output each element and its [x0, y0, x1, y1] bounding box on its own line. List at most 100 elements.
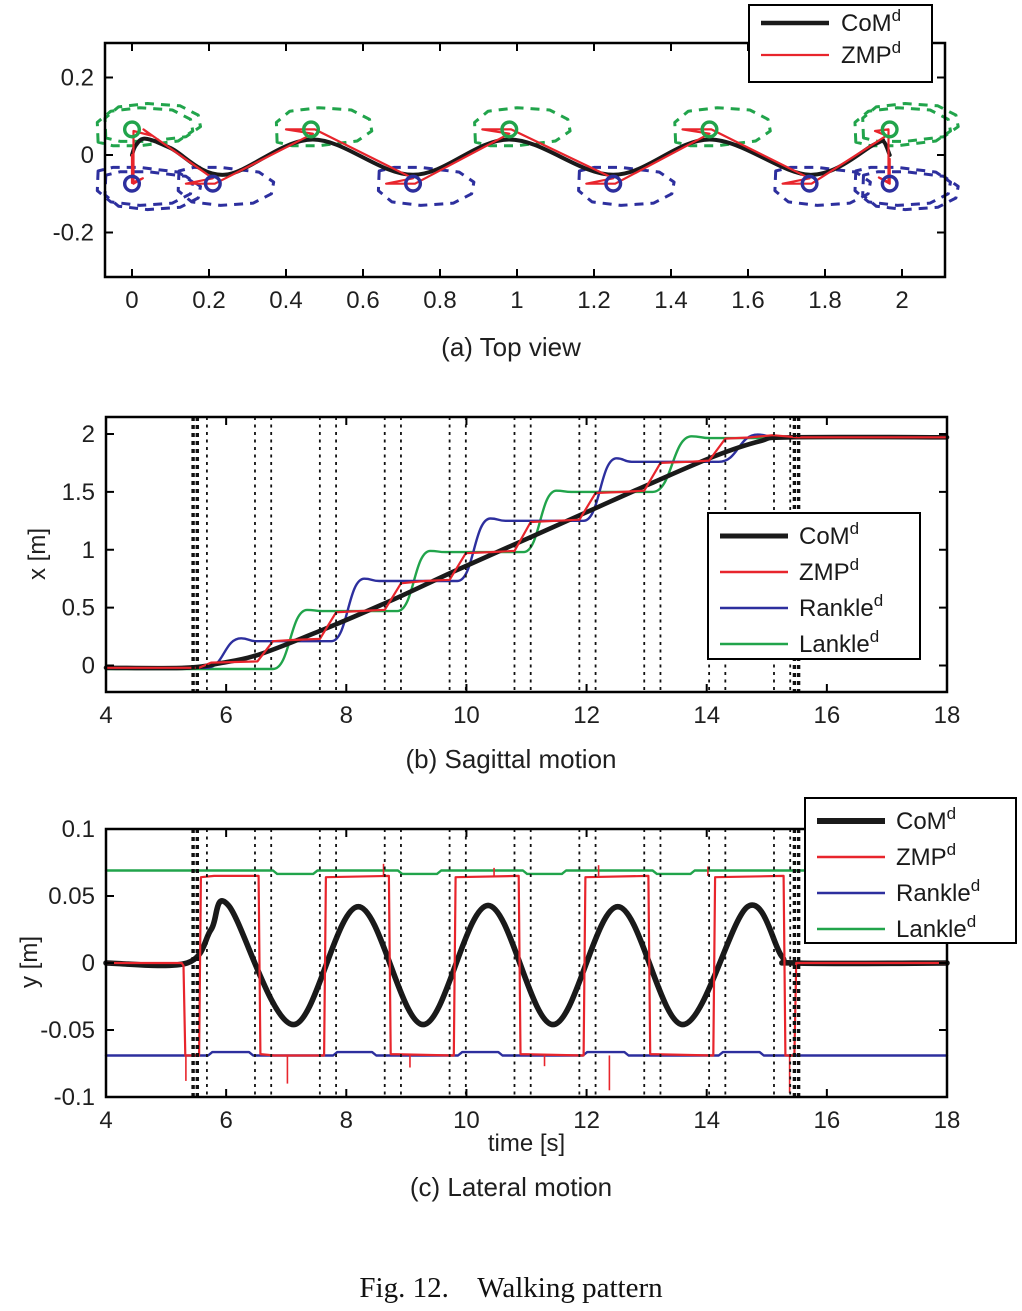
x-tick-label: 6 — [219, 702, 232, 729]
left-footprint — [861, 102, 960, 143]
right-footprint — [853, 165, 952, 207]
legend-label-rankle: Rankled — [799, 591, 883, 622]
left-footprint — [853, 106, 952, 148]
y-tick-label: -0.1 — [54, 1084, 95, 1111]
legend-label-com: CoMd — [896, 804, 956, 835]
x-tick-label: 18 — [934, 702, 961, 729]
legend-label-rankle: Rankled — [896, 876, 980, 907]
x-tick-label: 10 — [453, 1107, 480, 1134]
right-footprint — [861, 170, 960, 212]
x-tick-label: 4 — [99, 1107, 112, 1134]
x-tick-label: 0.8 — [423, 287, 456, 314]
y-tick-label: 0 — [81, 142, 94, 169]
left-footprint — [673, 106, 772, 148]
y-tick-label: 2 — [82, 421, 95, 448]
figure-caption: Fig. 12. Walking pattern — [359, 1272, 663, 1304]
caption-sagittal-motion: (b) Sagittal motion — [405, 744, 617, 774]
y-tick-label: 1.5 — [62, 479, 95, 506]
x-tick-label: 12 — [573, 1107, 600, 1134]
left-ankle-marker — [880, 120, 899, 139]
legend-label-com: CoMd — [841, 6, 901, 37]
legend-label-zmp: ZMPd — [841, 38, 901, 69]
x-tick-label: 8 — [340, 702, 353, 729]
x-tick-label: 18 — [934, 1107, 961, 1134]
right-ankle-marker — [203, 174, 222, 193]
y-tick-label: 0.1 — [62, 816, 95, 843]
caption-lateral-motion: (c) Lateral motion — [409, 1172, 613, 1202]
right-ankle-marker — [880, 174, 899, 193]
y-tick-label: 1 — [82, 537, 95, 564]
y-tick-label: -0.2 — [53, 220, 94, 247]
right-footprint — [773, 165, 872, 207]
legend-label-zmp: ZMPd — [896, 840, 956, 871]
left-ankle-marker — [122, 120, 142, 139]
x-tick-label: 10 — [453, 702, 480, 729]
y-tick-label: 0.05 — [48, 883, 95, 910]
left-ankle-marker — [500, 120, 519, 139]
right-footprint — [176, 165, 276, 207]
x-tick-label: 1 — [510, 287, 523, 314]
legend-c: CoMd ZMPd Rankled Lankled — [804, 797, 1017, 944]
zmp-line — [104, 434, 949, 669]
rankle-line — [104, 433, 949, 669]
plot-c: 4 6 8 10 12 14 16 18 -0.1 -0.05 0 0.05 0.1 CoMd ZMPd Ra… — [40, 797, 1017, 1134]
x-tick-label: 14 — [693, 702, 720, 729]
x-tick-label: 0.4 — [269, 287, 302, 314]
x-tick-label: 14 — [693, 1107, 720, 1134]
x-tick-label: 0 — [125, 287, 138, 314]
left-footprint — [473, 106, 572, 148]
left-footprint — [274, 106, 374, 148]
x-tick-label: 6 — [219, 1107, 232, 1134]
x-tick-label: 16 — [814, 1107, 841, 1134]
right-ankle-marker — [800, 174, 819, 193]
com-line — [130, 136, 892, 177]
plot-a: 0 0.2 0.4 0.6 0.8 1 1.2 1.4 1.6 1.8 2 -0.2 0 0.2 CoMdZ… — [53, 4, 960, 314]
lankle-line — [104, 869, 949, 876]
legend-label-zmp: ZMPd — [799, 555, 859, 586]
legend-box — [748, 4, 933, 83]
left-ankle-marker — [700, 120, 719, 139]
zmp-line — [104, 874, 949, 1057]
y-axis-label-lateral: y [m] — [16, 936, 43, 988]
legend-b: CoMd ZMPd Rankled Lankled — [707, 512, 921, 660]
legend-label-lankle: Lankled — [896, 912, 976, 943]
x-tick-label: 0.6 — [346, 287, 379, 314]
x-tick-label: 2 — [895, 287, 908, 314]
right-footprint — [577, 165, 676, 207]
x-tick-label: 1.8 — [808, 287, 841, 314]
legend-box — [707, 512, 921, 660]
y-axis-label-sagittal: x [m] — [24, 528, 51, 580]
right-ankle-marker — [404, 174, 423, 193]
right-footprint — [376, 165, 476, 207]
x-tick-label: 12 — [573, 702, 600, 729]
y-tick-label: 0 — [82, 950, 95, 977]
axes-box — [104, 415, 949, 694]
x-tick-label: 1.6 — [731, 287, 764, 314]
axes-box — [103, 41, 947, 279]
plot-b: 4 6 8 10 12 14 16 18 0 0.5 1 1.5 2 CoMd ZMPd Rankled Lan… — [62, 415, 961, 729]
x-tick-label: 8 — [340, 1107, 353, 1134]
right-ankle-marker — [604, 174, 623, 193]
right-footprint — [95, 165, 195, 207]
x-tick-label: 0.2 — [192, 287, 225, 314]
x-axis-label-time: time [s] — [487, 1130, 566, 1157]
y-tick-label: -0.05 — [40, 1017, 95, 1044]
x-tick-label: 1.4 — [654, 287, 687, 314]
x-tick-label: 1.2 — [577, 287, 610, 314]
right-footprint — [103, 170, 202, 212]
legend-label-com: CoMd — [799, 519, 859, 550]
x-tick-label: 4 — [99, 702, 112, 729]
left-ankle-marker — [302, 120, 321, 139]
footprints — [95, 102, 960, 212]
left-footprint — [95, 106, 195, 148]
legend-label-lankle: Lankled — [799, 627, 879, 658]
right-ankle-marker — [122, 174, 142, 193]
x-tick-label: 16 — [814, 702, 841, 729]
caption-top-view: (a) Top view — [441, 332, 581, 362]
y-tick-label: 0.2 — [61, 64, 94, 91]
y-tick-label: 0 — [82, 652, 95, 679]
rankle-line — [104, 1050, 949, 1057]
